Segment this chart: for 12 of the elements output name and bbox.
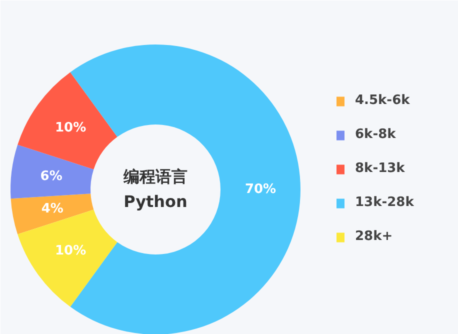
- data-label: 10%: [54, 244, 86, 259]
- data-label: 4%: [41, 202, 64, 217]
- legend-label: 13k-28k: [355, 195, 414, 210]
- data-label: 10%: [54, 120, 86, 136]
- legend-label: 6k-8k: [355, 127, 396, 142]
- text: Python: [124, 192, 188, 211]
- legend-label: 28k+: [355, 229, 393, 244]
- data-label: 6%: [40, 168, 62, 184]
- legend-label: 4.5k-6k: [355, 93, 410, 108]
- text: 编程语言: [122, 167, 188, 186]
- legend-label: 8k-13k: [355, 161, 405, 176]
- data-label: 70%: [244, 182, 276, 197]
